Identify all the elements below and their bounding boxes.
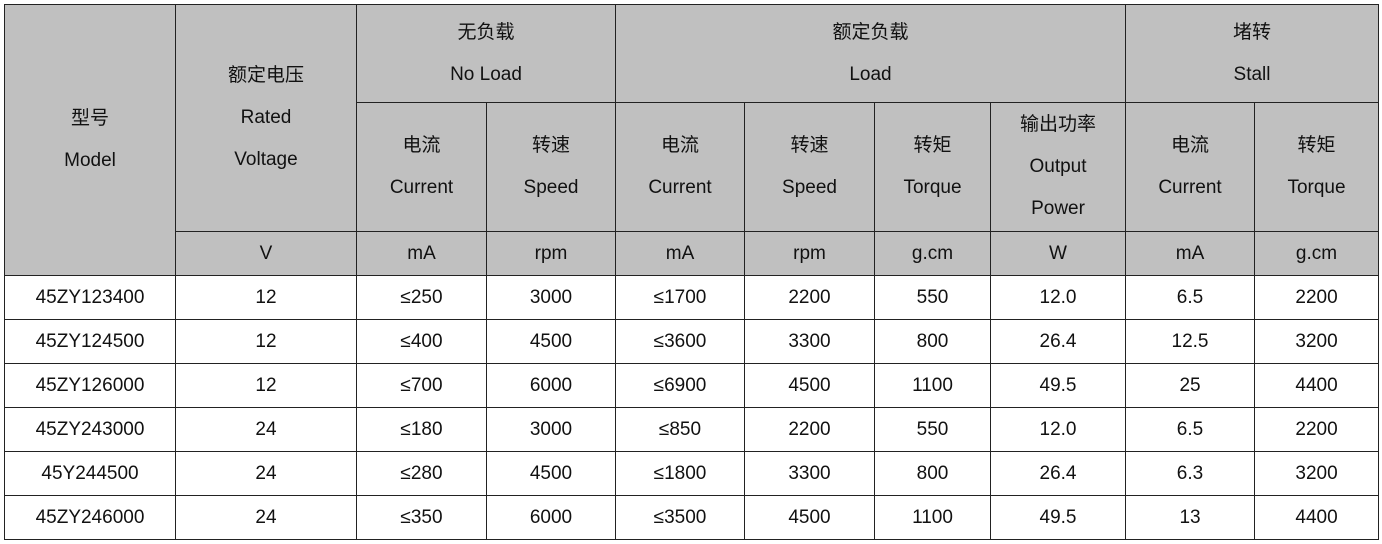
- unit-noload-current: mA: [356, 231, 487, 276]
- table-cell: 4400: [1254, 363, 1380, 408]
- table-cell: 6000: [486, 495, 616, 540]
- table-cell: 24: [175, 451, 357, 496]
- unit-noload-speed: rpm: [486, 231, 616, 276]
- table-cell: 12: [175, 275, 357, 320]
- header-model: 型号 Model: [4, 4, 176, 276]
- table-cell: 24: [175, 407, 357, 452]
- header-load-speed: 转速 Speed: [744, 102, 875, 232]
- table-cell: 45Y244500: [4, 451, 176, 496]
- table-cell: 12.0: [989, 275, 1127, 320]
- table-cell: 3300: [744, 451, 875, 496]
- table-cell: ≤400: [356, 319, 487, 364]
- header-rated-voltage: 额定电压 Rated Voltage: [175, 4, 357, 232]
- unit-stall-torque: g.cm: [1254, 231, 1380, 276]
- table-cell: 6.5: [1125, 407, 1256, 452]
- table-cell: 45ZY246000: [4, 495, 176, 540]
- table-cell: 4500: [486, 451, 616, 496]
- header-stall-torque: 转矩 Torque: [1254, 102, 1380, 232]
- table-row: 45Y244500 24 ≤280 4500 ≤1800 3300 800 26.4 6.3 32…: [4, 451, 1380, 496]
- table-row: 45ZY124500 12 ≤400 4500 ≤3600 3300 800 26.4 12.5…: [4, 319, 1380, 364]
- header-load-output-power: 输出功率 Output Power: [989, 102, 1127, 232]
- table-cell: 12: [175, 363, 357, 408]
- unit-load-torque: g.cm: [874, 231, 991, 276]
- table-row: 45ZY243000 24 ≤180 3000 ≤850 2200 550 12.0 6.5 22…: [4, 407, 1380, 452]
- table-cell: 550: [874, 407, 991, 452]
- header-subcolumns: 电流 Current 转速 Speed 电流 Current 转速 Speed 转矩 To…: [5, 102, 1380, 232]
- table-cell: 13: [1125, 495, 1256, 540]
- table-cell: 2200: [1254, 275, 1380, 320]
- table-cell: 6000: [486, 363, 616, 408]
- unit-load-current: mA: [615, 231, 745, 276]
- table-cell: 49.5: [989, 495, 1127, 540]
- header-load-current: 电流 Current: [615, 102, 745, 232]
- table-cell: 800: [874, 319, 991, 364]
- unit-load-power: W: [989, 231, 1127, 276]
- table-cell: 3000: [486, 275, 616, 320]
- table-cell: 1100: [874, 495, 991, 540]
- table-cell: ≤350: [356, 495, 487, 540]
- header-load-torque: 转矩 Torque: [874, 102, 991, 232]
- header-row-group: 型号 Model 额定电压 Rated Voltage 无负载 No Load 额定负载…: [4, 4, 1380, 276]
- table-cell: 26.4: [989, 319, 1127, 364]
- table-cell: 25: [1125, 363, 1256, 408]
- table-cell: ≤1800: [615, 451, 745, 496]
- table-cell: ≤280: [356, 451, 487, 496]
- table-cell: 6.5: [1125, 275, 1256, 320]
- table-cell: 1100: [874, 363, 991, 408]
- table-cell: 6.3: [1125, 451, 1256, 496]
- table-cell: 2200: [744, 407, 875, 452]
- table-cell: 4500: [744, 495, 875, 540]
- unit-stall-current: mA: [1125, 231, 1256, 276]
- header-stall-current: 电流 Current: [1125, 102, 1256, 232]
- header-no-load: 无负载 No Load: [356, 4, 616, 103]
- header-load: 额定负载 Load: [614, 4, 1127, 103]
- table-cell: 24: [175, 495, 357, 540]
- table-cell: 12.5: [1125, 319, 1256, 364]
- header-units: V mA rpm mA rpm g.cm W mA g.cm: [5, 231, 1380, 276]
- table-cell: 12: [175, 319, 357, 364]
- motor-spec-table: 型号 Model 额定电压 Rated Voltage 无负载 No Load 额定负载…: [4, 4, 1380, 540]
- table-cell: ≤850: [615, 407, 745, 452]
- table-row: 45ZY123400 12 ≤250 3000 ≤1700 2200 550 12.0 6.5 2…: [4, 275, 1380, 320]
- table-body: 45ZY123400 12 ≤250 3000 ≤1700 2200 550 12.0 6.5 2…: [4, 275, 1380, 540]
- table-cell: ≤3500: [615, 495, 745, 540]
- table-cell: ≤6900: [615, 363, 745, 408]
- header-noload-current: 电流 Current: [356, 102, 487, 232]
- table-cell: ≤250: [356, 275, 487, 320]
- unit-voltage: V: [175, 231, 357, 276]
- table-cell: 45ZY124500: [4, 319, 176, 364]
- table-cell: 3000: [486, 407, 616, 452]
- table-cell: 2200: [744, 275, 875, 320]
- table-cell: 45ZY243000: [4, 407, 176, 452]
- table-cell: ≤180: [356, 407, 487, 452]
- table-cell: ≤1700: [615, 275, 745, 320]
- table-cell: 4500: [744, 363, 875, 408]
- table-cell: 2200: [1254, 407, 1380, 452]
- table-cell: 4400: [1254, 495, 1380, 540]
- table-cell: 4500: [486, 319, 616, 364]
- table-cell: ≤700: [356, 363, 487, 408]
- table-cell: 49.5: [989, 363, 1127, 408]
- table-row: 45ZY246000 24 ≤350 6000 ≤3500 4500 1100 49.5 13 4…: [4, 495, 1380, 540]
- table-cell: ≤3600: [615, 319, 745, 364]
- table-cell: 26.4: [989, 451, 1127, 496]
- header-noload-speed: 转速 Speed: [486, 102, 616, 232]
- table-cell: 12.0: [989, 407, 1127, 452]
- table-cell: 45ZY126000: [4, 363, 176, 408]
- table-cell: 800: [874, 451, 991, 496]
- table-row: 45ZY126000 12 ≤700 6000 ≤6900 4500 1100 49.5 25 4…: [4, 363, 1380, 408]
- table-cell: 3200: [1254, 319, 1380, 364]
- header-stall: 堵转 Stall: [1125, 4, 1380, 103]
- table-cell: 3300: [744, 319, 875, 364]
- unit-load-speed: rpm: [744, 231, 875, 276]
- table-cell: 45ZY123400: [4, 275, 176, 320]
- table-cell: 3200: [1254, 451, 1380, 496]
- table-cell: 550: [874, 275, 991, 320]
